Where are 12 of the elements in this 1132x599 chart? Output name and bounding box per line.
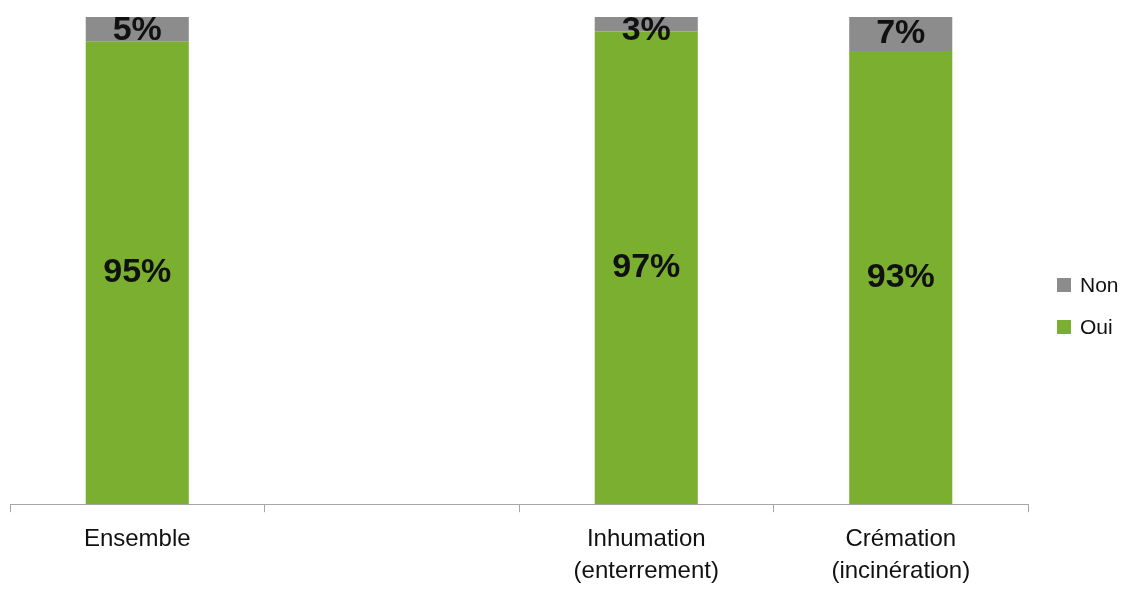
- data-label: 5%: [112, 9, 162, 48]
- bar: [85, 41, 189, 505]
- x-tick-label: Ensemble: [83, 524, 191, 552]
- x-tick-label: Inhumation (enterrement): [573, 524, 719, 584]
- data-label: 7%: [876, 12, 926, 51]
- data-label: 93%: [866, 256, 935, 295]
- data-label: 97%: [612, 246, 681, 285]
- bar: [849, 51, 953, 505]
- x-tick-label: Crémation (incinération): [831, 524, 971, 584]
- legend-label: Oui: [1080, 315, 1113, 338]
- legend-label: Non: [1080, 273, 1119, 296]
- data-label: 95%: [103, 251, 172, 290]
